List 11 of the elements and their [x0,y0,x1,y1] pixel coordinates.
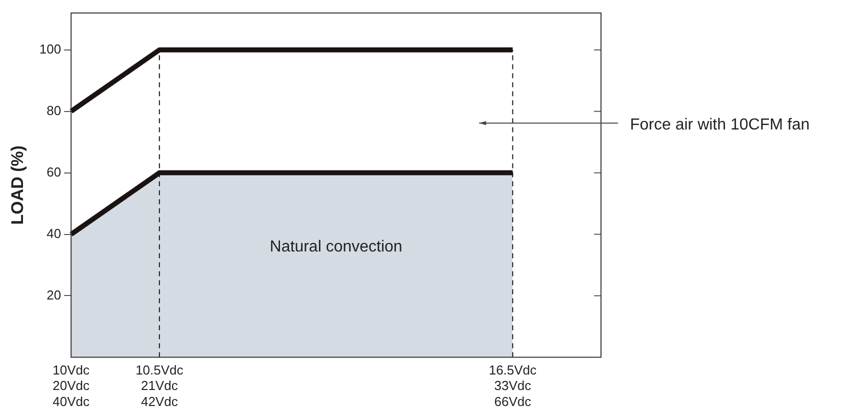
y-tick-label: 40 [46,226,62,241]
text: Force air with 10CFM fan [630,116,810,134]
y-axis-title: LOAD (%) [8,145,27,225]
y-tick-label: 60 [46,164,62,180]
x-tick-label: 16.5Vdc 33Vdc 66Vdc [488,362,538,409]
x-tick-label: 10.5Vdc 21Vdc 42Vdc [136,362,184,409]
annotation: Natural convection [270,238,402,256]
y-tick-label: 100 [39,41,62,56]
x-tick-label: 10Vdc 20Vdc 40Vdc [52,362,90,409]
y-tick-label: 20 [46,287,62,302]
y-tick-label: 80 [46,102,62,118]
